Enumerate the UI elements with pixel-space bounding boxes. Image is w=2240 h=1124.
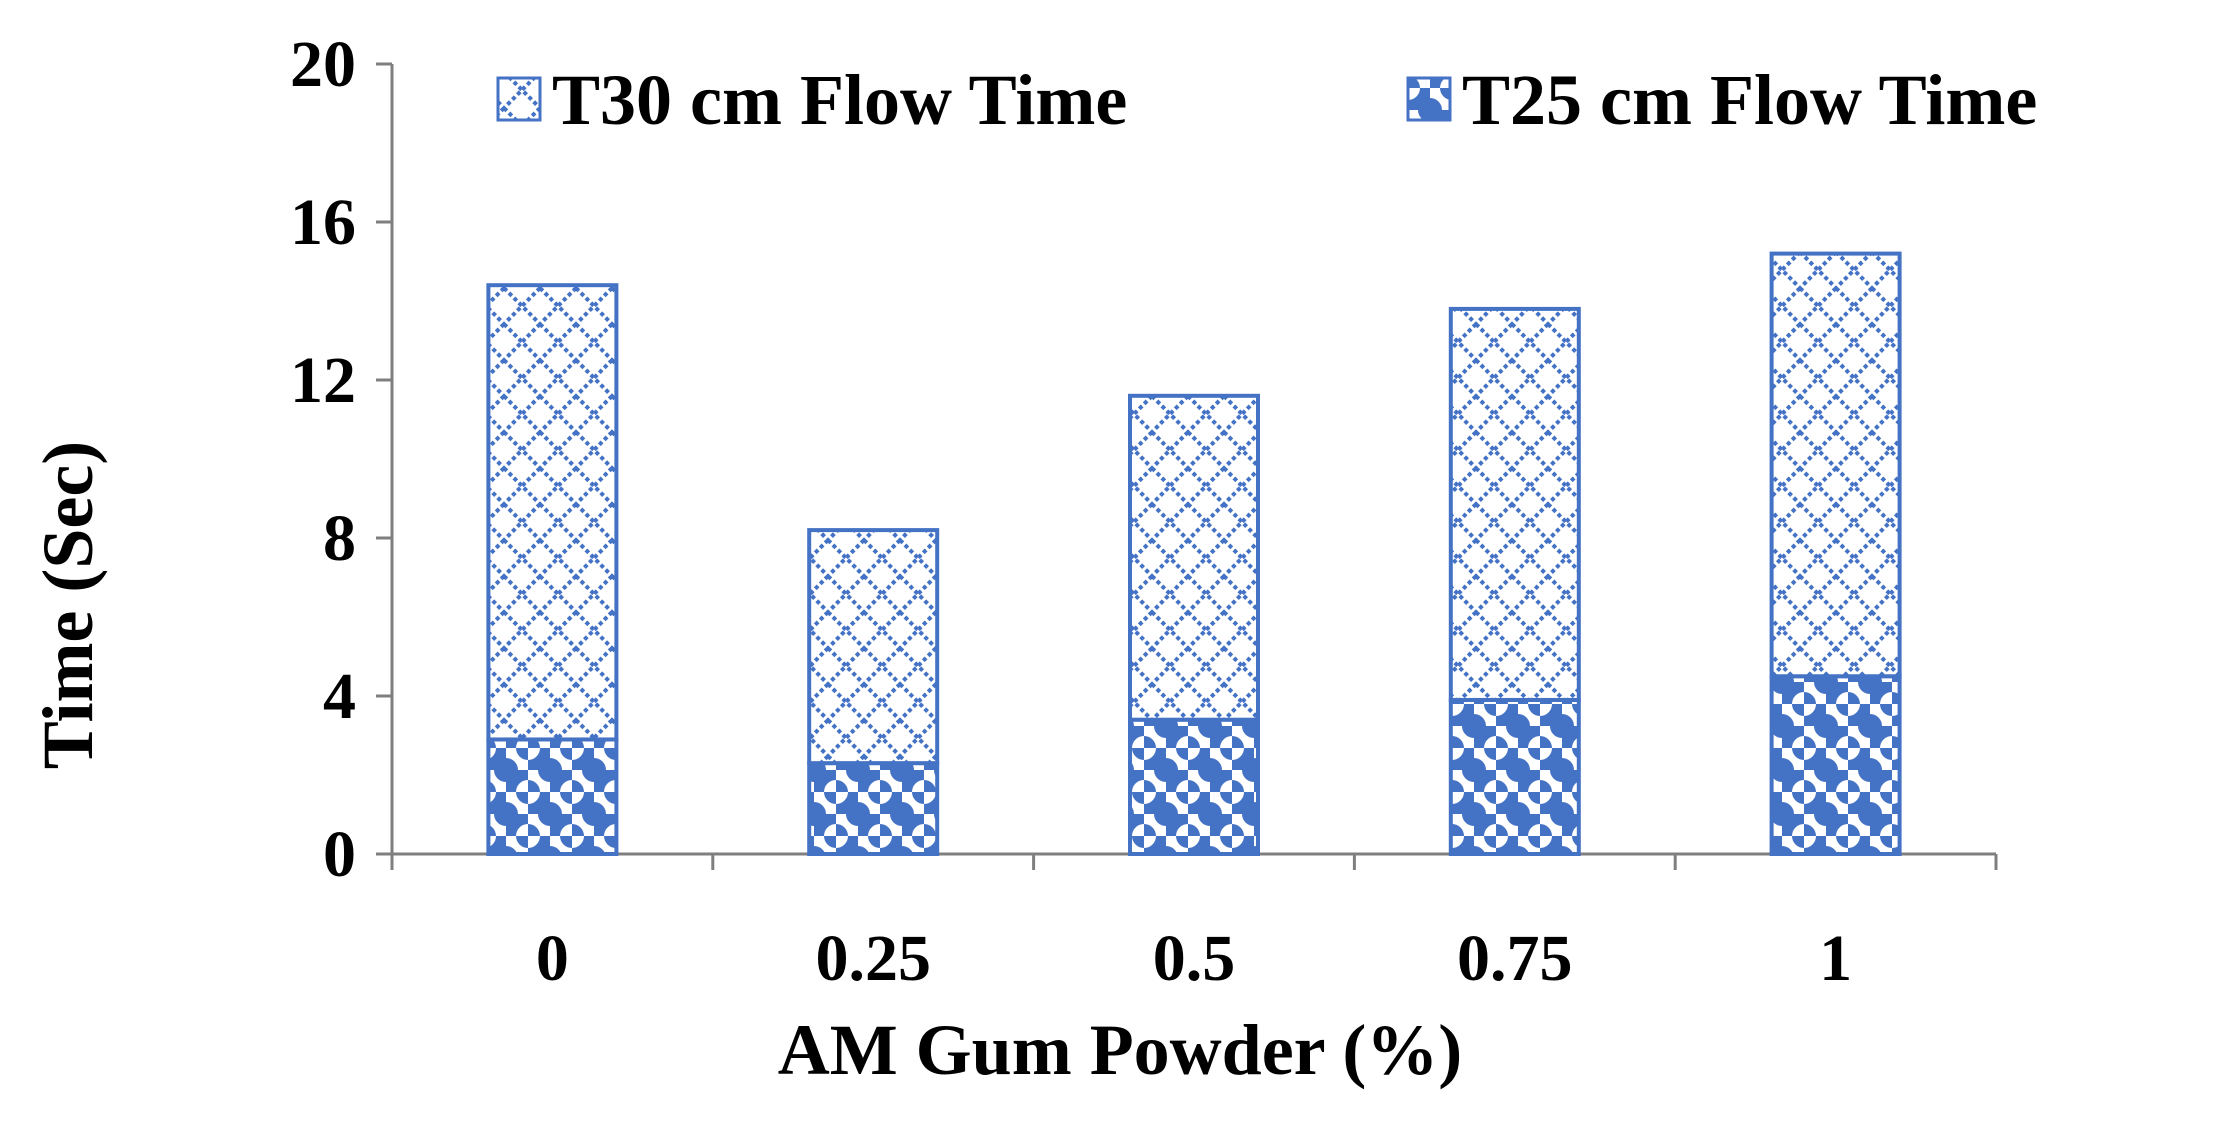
y-tick-label: 8 bbox=[323, 502, 356, 575]
bar-segment-t30 bbox=[1128, 393, 1260, 722]
bar-segment-t30 bbox=[807, 528, 940, 766]
x-tick-label: 0.75 bbox=[1457, 922, 1573, 995]
y-tick-label: 0 bbox=[323, 818, 356, 891]
x-tick-label: 1 bbox=[1819, 922, 1852, 995]
bar-segment-t25 bbox=[1128, 717, 1260, 857]
y-axis-title: Time (Sec) bbox=[28, 441, 108, 770]
legend-label: T30 cm Flow Time bbox=[552, 60, 1127, 140]
x-tick-label: 0.5 bbox=[1153, 922, 1236, 995]
y-tick-label: 4 bbox=[323, 660, 356, 733]
bar-segment-t25 bbox=[1769, 674, 1902, 856]
bar-segment-t30 bbox=[486, 283, 619, 742]
bar-segment-t25 bbox=[1448, 697, 1581, 857]
legend-swatch bbox=[1406, 76, 1452, 122]
bar-segment-t25 bbox=[807, 761, 940, 857]
axes bbox=[376, 62, 1998, 870]
x-tick-labels: 0 0.25 0.5 0.75 1 bbox=[536, 922, 1852, 995]
legend: T30 cm Flow Time T25 cm Flow Time bbox=[496, 60, 2037, 140]
bars bbox=[486, 251, 1902, 857]
x-axis-title: AM Gum Powder (%) bbox=[778, 1010, 1463, 1090]
y-tick-label: 12 bbox=[290, 344, 356, 417]
legend-label: T25 cm Flow Time bbox=[1462, 60, 2037, 140]
y-tick-label: 16 bbox=[290, 186, 356, 259]
bar-segment-t30 bbox=[1448, 306, 1581, 702]
y-tick-label: 20 bbox=[290, 28, 356, 101]
x-tick-label: 0.25 bbox=[815, 922, 931, 995]
x-tick-label: 0 bbox=[536, 922, 569, 995]
bar-segment-t25 bbox=[486, 737, 619, 857]
bar-segment-t30 bbox=[1769, 251, 1902, 679]
y-tick-labels: 0 4 8 12 16 20 bbox=[290, 28, 356, 891]
legend-swatch bbox=[496, 76, 542, 122]
